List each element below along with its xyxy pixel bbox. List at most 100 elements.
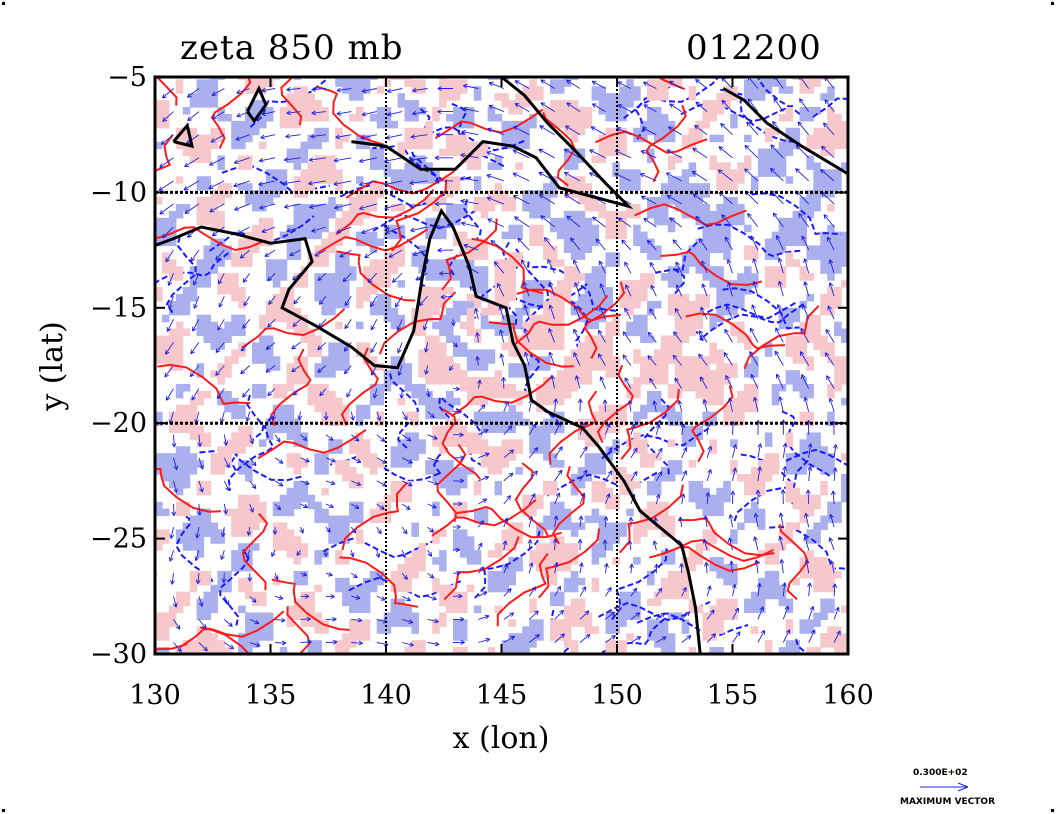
positive-vorticity-cell xyxy=(515,342,523,350)
negative-vorticity-cell xyxy=(716,487,724,496)
wind-vector xyxy=(604,563,609,574)
negative-vorticity-cell xyxy=(563,238,572,247)
wind-vector xyxy=(297,411,303,420)
negative-vorticity-cell xyxy=(806,626,814,634)
positive-vorticity-cell xyxy=(155,349,163,357)
negative-vorticity-cell xyxy=(550,501,558,510)
wind-vector xyxy=(512,149,530,159)
negative-vorticity-cell xyxy=(342,577,350,586)
negative-vorticity-cell xyxy=(272,183,281,191)
negative-vorticity-cell xyxy=(764,148,773,157)
positive-vorticity-cell xyxy=(418,563,426,572)
positive-vorticity-cell xyxy=(543,480,551,489)
positive-vorticity-cell xyxy=(702,300,710,309)
positive-vorticity-cell xyxy=(286,314,295,323)
wind-vector xyxy=(296,549,302,556)
positive-vorticity-cell xyxy=(750,480,759,489)
wind-vector xyxy=(427,480,439,486)
positive-vorticity-cell xyxy=(279,529,288,537)
negative-vorticity-cell xyxy=(383,162,392,170)
positive-vorticity-cell xyxy=(189,411,198,420)
positive-vorticity-cell xyxy=(577,342,586,350)
negative-vorticity-cell xyxy=(529,210,537,219)
positive-vorticity-cell xyxy=(633,383,641,392)
negative-vorticity-cell xyxy=(834,252,842,260)
negative-vorticity-cell xyxy=(335,522,343,530)
wind-vector xyxy=(367,272,378,284)
negative-vorticity-cell xyxy=(647,113,655,122)
positive-vorticity-cell xyxy=(640,293,648,302)
wind-vector xyxy=(652,540,658,551)
positive-vorticity-cell xyxy=(640,522,648,530)
wind-vector xyxy=(753,536,759,551)
negative-vorticity-cell xyxy=(203,522,212,530)
negative-vorticity-cell xyxy=(459,543,468,551)
negative-vorticity-cell xyxy=(446,397,454,406)
negative-vorticity-cell xyxy=(771,155,780,163)
negative-vorticity-cell xyxy=(314,640,322,648)
positive-vorticity-cell xyxy=(577,619,586,627)
positive-vorticity-cell xyxy=(619,418,627,427)
positive-vorticity-cell xyxy=(418,141,426,150)
wind-vector xyxy=(475,356,480,366)
wind-vector xyxy=(624,261,632,274)
wind-vector xyxy=(351,503,360,509)
negative-vorticity-cell xyxy=(335,584,343,593)
positive-vorticity-cell xyxy=(161,536,170,544)
positive-vorticity-cell xyxy=(494,183,503,191)
wind-vector xyxy=(478,614,490,620)
positive-vorticity-cell xyxy=(730,86,738,94)
negative-vorticity-cell xyxy=(660,217,669,226)
positive-vorticity-cell xyxy=(556,543,565,551)
positive-vorticity-cell xyxy=(355,446,364,454)
positive-vorticity-cell xyxy=(591,480,600,489)
negative-vorticity-cell xyxy=(446,321,454,330)
positive-vorticity-cell xyxy=(182,501,191,510)
wind-vector xyxy=(402,642,414,647)
positive-vorticity-cell xyxy=(813,141,821,150)
negative-vorticity-cell xyxy=(182,307,191,316)
negative-vorticity-cell xyxy=(813,432,821,440)
positive-vorticity-cell xyxy=(667,300,676,309)
wind-vector xyxy=(171,434,177,448)
negative-vorticity-cell xyxy=(355,176,364,184)
negative-vorticity-cell xyxy=(750,515,759,524)
negative-vorticity-cell xyxy=(480,356,489,364)
wind-vector xyxy=(726,259,733,274)
negative-vorticity-cell xyxy=(785,148,794,157)
positive-vorticity-cell xyxy=(397,570,406,579)
positive-vorticity-cell xyxy=(494,307,503,316)
positive-vorticity-cell xyxy=(196,439,205,447)
positive-vorticity-cell xyxy=(508,349,516,357)
negative-vorticity-cell xyxy=(806,619,814,627)
negative-vorticity-cell xyxy=(252,390,260,399)
negative-vorticity-cell xyxy=(203,612,212,620)
positive-vorticity-cell xyxy=(529,86,537,94)
positive-vorticity-cell xyxy=(508,619,516,627)
negative-vorticity-cell xyxy=(771,231,780,240)
wind-vector xyxy=(723,352,733,366)
positive-vorticity-cell xyxy=(231,293,239,302)
positive-contour xyxy=(155,134,174,172)
positive-vorticity-cell xyxy=(556,563,565,572)
positive-vorticity-cell xyxy=(508,383,516,392)
wind-vector xyxy=(599,283,606,297)
positive-vorticity-cell xyxy=(252,231,260,240)
negative-vorticity-cell xyxy=(487,321,496,330)
positive-vorticity-cell xyxy=(695,543,704,551)
negative-vorticity-cell xyxy=(425,217,433,226)
positive-vorticity-cell xyxy=(439,612,447,620)
wind-vector xyxy=(401,549,406,558)
negative-vorticity-cell xyxy=(196,183,205,191)
negative-vorticity-cell xyxy=(785,605,794,614)
negative-contour xyxy=(165,236,197,315)
wind-vector xyxy=(424,365,429,375)
negative-vorticity-cell xyxy=(841,494,848,503)
positive-vorticity-cell xyxy=(397,494,406,503)
positive-vorticity-cell xyxy=(466,377,475,385)
wind-vector xyxy=(605,635,616,643)
positive-vorticity-cell xyxy=(806,314,814,323)
positive-vorticity-cell xyxy=(556,280,565,288)
positive-vorticity-cell xyxy=(300,321,309,330)
negative-vorticity-cell xyxy=(480,349,489,357)
